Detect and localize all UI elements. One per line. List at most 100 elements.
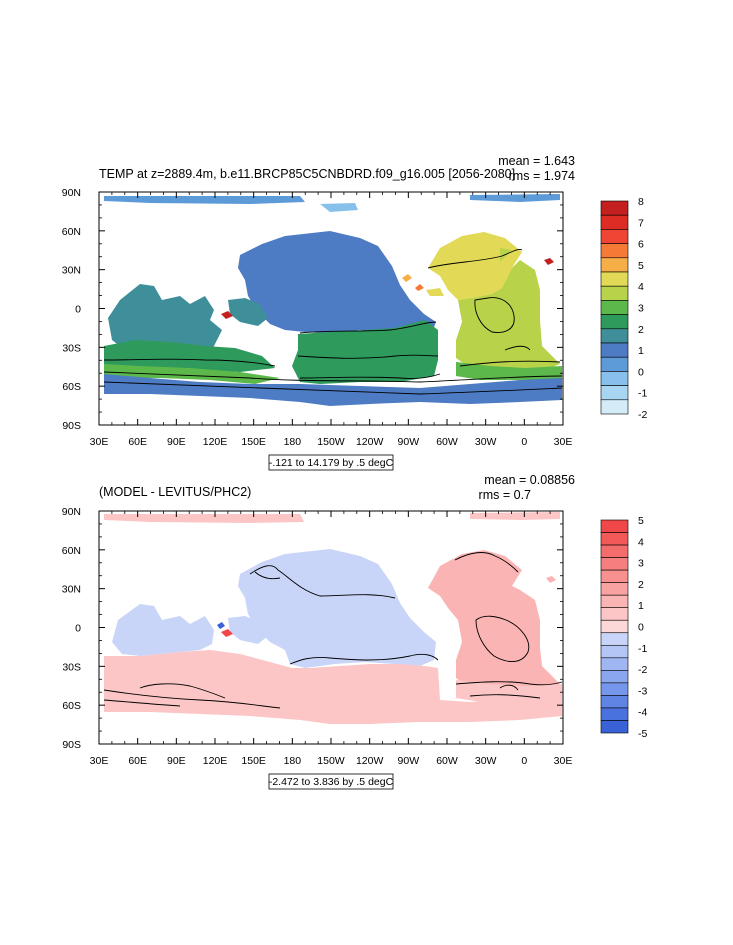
colorbar-swatch [600,532,629,546]
panel1-contours [103,249,563,395]
panel2-region-north-pacific [238,549,436,668]
panel1-region-south-atlantic [456,260,560,372]
panel-difference: (MODEL - LEVITUS/PHC2) mean = 0.08856 rm… [62,473,647,790]
x-tick-label: 90W [398,755,420,767]
colorbar-swatch [600,399,629,415]
x-tick-label: 60E [128,755,147,767]
colorbar-label: -1 [638,388,647,400]
panel2-title: (MODEL - LEVITUS/PHC2) [99,485,251,499]
panel2-range-label: -2.472 to 3.836 by .5 degC [269,776,394,788]
x-tick-label: 30E [554,436,573,448]
colorbar-label: 0 [638,622,644,634]
colorbar-swatch [600,519,629,533]
colorbar-swatch [600,670,629,684]
x-tick-label: 150W [317,755,345,767]
colorbar-label: 8 [638,196,644,208]
colorbar-swatch [600,371,629,386]
colorbar-label: -5 [638,728,647,740]
colorbar-label: -4 [638,707,647,719]
panel1-title: TEMP at z=2889.4m, b.e11.BRCP85C5CNBDRD.… [99,167,515,181]
colorbar-label: 2 [638,579,644,591]
colorbar-label: 4 [638,281,644,293]
panel2-rms: rms = 0.7 [479,488,531,502]
colorbar-swatch [600,342,629,358]
panel1-region-indian-ocean [108,284,222,356]
panel2-colorbar: 5 4 3 2 1 0 -1 -2 -3 -4 -5 [600,515,647,740]
x-tick-label: 120W [356,436,384,448]
panel2-region-southern-ocean [104,650,562,724]
colorbar-label: 1 [638,600,644,612]
colorbar-swatch [600,720,629,734]
x-tick-label: 0 [521,436,527,448]
panel1-rms: rms = 1.974 [509,169,575,183]
panel1-mean: mean = 1.643 [498,154,575,168]
colorbar-swatch [600,644,629,659]
panel1-region-atlantic [428,232,522,300]
colorbar-swatch [600,200,629,216]
colorbar-label: 5 [638,515,644,527]
colorbar-swatch [600,271,629,287]
colorbar-label: 4 [638,536,644,548]
y-tick-label: 30N [62,584,81,596]
colorbar-swatch [600,582,629,596]
y-tick-label: 90N [62,187,81,199]
x-tick-label: 180 [284,436,302,448]
x-tick-label: 60E [128,436,147,448]
x-tick-label: 30W [475,755,497,767]
x-tick-label: 120E [203,436,228,448]
x-tick-label: 90E [167,755,186,767]
y-tick-label: 60S [62,381,81,393]
colorbar-swatch [600,682,629,696]
y-tick-label: 0 [75,623,81,635]
y-tick-label: 0 [75,304,81,316]
x-tick-label: 0 [521,755,527,767]
x-tick-label: 150W [317,436,345,448]
colorbar-swatch [600,356,629,372]
x-tick-label: 150E [241,436,266,448]
colorbar-swatch [600,385,629,401]
colorbar-swatch [600,214,629,230]
y-tick-label: 90S [62,420,81,432]
panel2-range-box [268,773,394,790]
colorbar-swatch [600,707,629,721]
panel-temperature: TEMP at z=2889.4m, b.e11.BRCP85C5CNBDRD.… [62,154,647,471]
y-tick-label: 30N [62,265,81,277]
y-tick-label: 30S [62,342,81,354]
colorbar-label: 1 [638,345,644,357]
colorbar-label: 2 [638,324,644,336]
x-tick-label: 150E [241,755,266,767]
x-tick-label: 30E [90,755,109,767]
panel1-region-southern-ocean [104,374,562,406]
panel1-range-box [268,454,394,471]
x-tick-label: 30E [554,755,573,767]
panel2-map-field [99,511,563,744]
colorbar-swatch [600,569,629,583]
colorbar-swatch [600,544,629,558]
panel1-region-south-indian [104,340,275,372]
colorbar-swatch [600,328,629,344]
colorbar-label: -1 [638,643,647,655]
panel2-contours [103,552,563,709]
colorbar-swatch [600,557,629,571]
panel2-region-indian-ocean [112,604,214,656]
colorbar-swatch [600,657,629,671]
colorbar-swatch [600,632,629,646]
x-tick-label: 90W [398,436,420,448]
y-tick-label: 60N [62,226,81,238]
colorbar-swatch [600,229,629,244]
colorbar-swatch [600,285,629,301]
panel1-map-field [99,192,563,425]
colorbar-label: 3 [638,303,644,315]
colorbar-swatch [600,257,629,273]
colorbar-swatch [600,243,629,259]
panel1-ticks: 30E 60E 90E 120E 150E 180 150W 120W 90W 60W 30W 0 30… [62,187,573,448]
colorbar-label: 5 [638,260,644,272]
y-tick-label: 60S [62,700,81,712]
colorbar-swatch [600,695,629,709]
colorbar-label: 0 [638,366,644,378]
colorbar-label: -2 [638,664,647,676]
panel1-region-south-pacific [292,320,438,384]
panel2-region-atlantic [428,550,560,692]
x-tick-label: 60W [436,755,458,767]
panel1-region-arctic-east [470,194,560,202]
